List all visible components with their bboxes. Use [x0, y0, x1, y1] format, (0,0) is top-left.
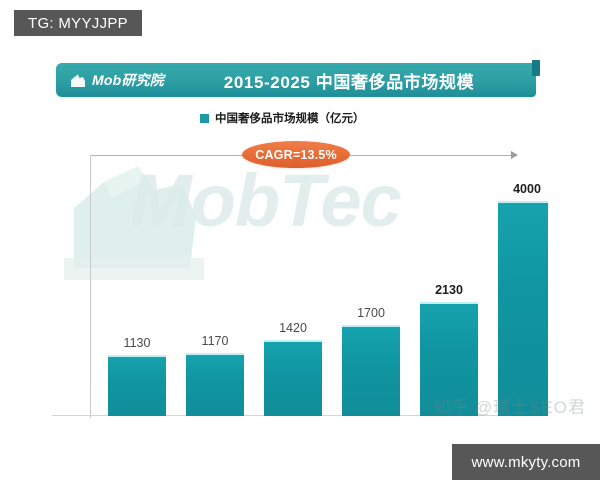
- chart-legend: 中国奢侈品市场规模（亿元）: [200, 110, 365, 126]
- cagr-arrow-head-icon: [511, 151, 518, 159]
- brand-block: Mob研究院: [56, 70, 188, 90]
- bar-group: 1420: [264, 141, 322, 416]
- tg-tag-badge: TG: MYYJJPP: [14, 10, 142, 36]
- bar-2015[interactable]: [108, 355, 166, 416]
- legend-swatch-icon: [200, 113, 209, 123]
- url-watermark-label: www.mkyty.com: [471, 453, 581, 471]
- bars-layer: 1130 1170 1420 1700 2130 4000: [52, 141, 548, 416]
- chart-title: 2015-2025 中国奢侈品市场规模: [223, 72, 475, 92]
- bar-group: 2130: [420, 141, 478, 416]
- bar-value-label: 1170: [201, 334, 229, 348]
- y-axis-line: [90, 155, 91, 418]
- legend-label: 中国奢侈品市场规模（亿元）: [215, 113, 365, 125]
- bar-2017[interactable]: [264, 340, 322, 416]
- bar-2019E[interactable]: [420, 302, 478, 416]
- bar-value-label: 1130: [123, 336, 151, 350]
- bar-group: 4000: [498, 141, 548, 416]
- bar-group: 1170: [186, 141, 244, 416]
- mountain-logo-icon: [71, 74, 85, 87]
- bar-2018[interactable]: [342, 325, 400, 416]
- chart-card: MobTec Mob研究院 2015-2025 中国奢侈品市场规模 中国奢侈品市…: [52, 55, 548, 440]
- bar-value-label: 4000: [513, 182, 541, 196]
- brand-name-label: Mob研究院: [92, 72, 164, 88]
- cagr-badge: CAGR=13.5%: [242, 141, 350, 168]
- bar-value-label: 2130: [435, 283, 463, 297]
- cagr-badge-label: CAGR=13.5%: [255, 147, 337, 162]
- url-watermark-box: www.mkyty.com: [452, 444, 600, 480]
- bar-group: 1130: [108, 141, 166, 416]
- chart-title-banner: Mob研究院 2015-2025 中国奢侈品市场规模: [56, 60, 540, 97]
- bar-2025E[interactable]: [498, 201, 548, 416]
- bar-value-label: 1700: [357, 306, 385, 320]
- bar-2016[interactable]: [186, 353, 244, 416]
- bar-value-label: 1420: [279, 321, 307, 335]
- bar-group: 1700: [342, 141, 400, 416]
- tg-tag-label: TG: MYYJJPP: [28, 14, 128, 32]
